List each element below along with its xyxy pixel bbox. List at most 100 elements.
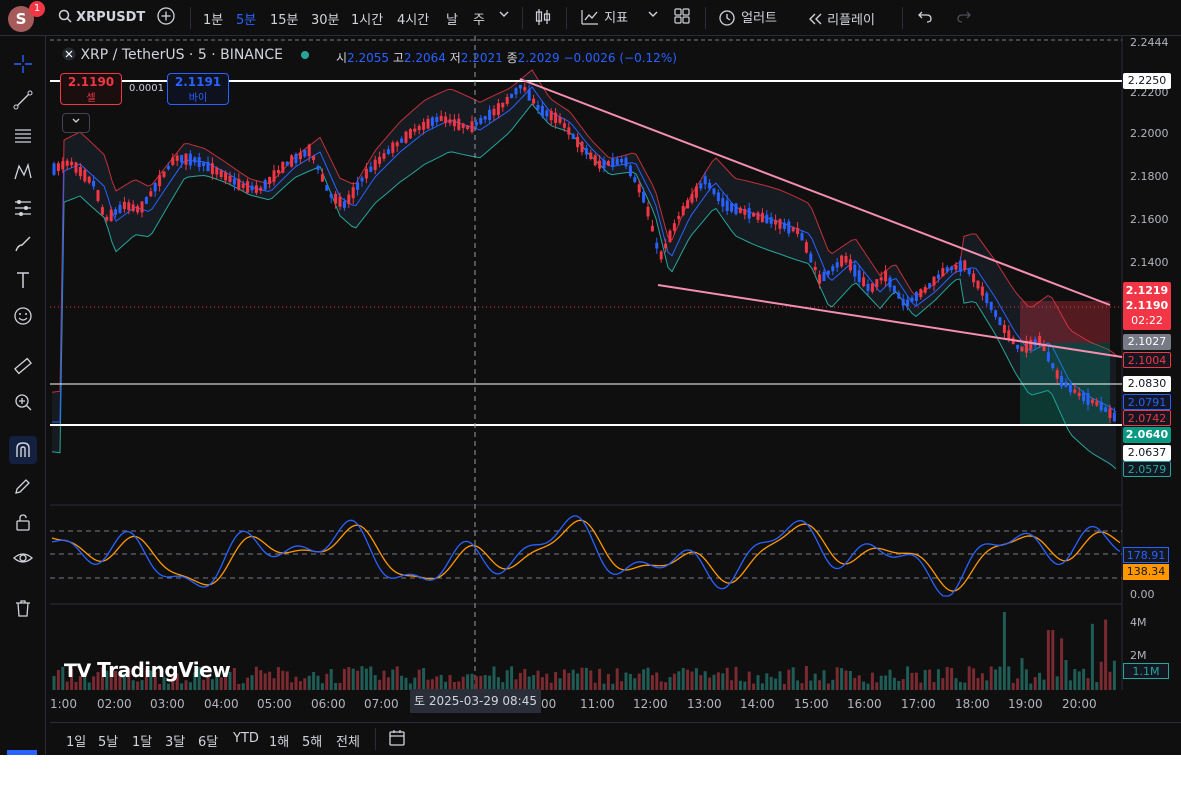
indicators-label: 지표	[604, 11, 629, 26]
interval-4h[interactable]: 4시간	[397, 13, 430, 28]
crosshair-tool[interactable]	[9, 50, 37, 78]
candle-body	[131, 204, 135, 212]
measure-tool[interactable]	[9, 352, 37, 380]
interval-dropdown[interactable]	[498, 8, 510, 24]
interval-week[interactable]: 주	[473, 13, 485, 28]
close-label: 종	[506, 51, 518, 65]
replay-button[interactable]: 리플레이	[807, 9, 875, 28]
volume-bar	[831, 679, 835, 690]
indicators-button[interactable]: 지표	[580, 7, 628, 27]
alert-button[interactable]: 얼러트	[717, 7, 777, 27]
magnet-icon	[16, 442, 30, 457]
candle-body	[650, 225, 654, 232]
symbol-search[interactable]: XRPUSDT	[58, 9, 145, 25]
legend-collapse-button[interactable]	[62, 113, 90, 133]
candle-body	[452, 119, 456, 127]
interval-5m[interactable]: 5분	[236, 13, 257, 28]
volume-bar	[822, 670, 826, 690]
entry-price-label[interactable]: 2.1027	[1123, 334, 1171, 350]
line-label-mid[interactable]: 2.0830	[1123, 376, 1171, 392]
fib-tool[interactable]	[9, 122, 37, 150]
volume-bar	[769, 676, 773, 690]
emoji-tool[interactable]	[9, 302, 37, 330]
keep-drawing-tool[interactable]	[9, 472, 37, 500]
candlestick-icon	[535, 9, 551, 25]
candle-body	[958, 260, 962, 272]
bb-basis-label: 2.0791	[1123, 394, 1171, 410]
close-value: 2.2029	[517, 51, 560, 65]
range-3m[interactable]: 3달	[165, 735, 186, 750]
zoom-tool[interactable]	[9, 388, 37, 416]
range-6m[interactable]: 6달	[198, 735, 219, 750]
volume-bar	[483, 675, 487, 690]
candle-body	[1002, 324, 1006, 333]
candle-body	[316, 166, 320, 170]
interval-15m[interactable]: 15분	[270, 13, 299, 28]
interval-1m[interactable]: 1분	[203, 13, 224, 28]
brush-tool[interactable]	[9, 230, 37, 258]
ruler-icon	[14, 357, 32, 375]
volume-bar	[369, 666, 373, 690]
magnet-tool[interactable]	[9, 436, 37, 464]
range-5y[interactable]: 5해	[302, 735, 323, 750]
goto-date-button[interactable]	[387, 728, 407, 752]
indicators-dropdown[interactable]	[647, 8, 659, 24]
candle-body	[237, 178, 241, 190]
series-title[interactable]: XRP / TetherUS · 5 · BINANCE	[80, 47, 283, 63]
candle-body	[408, 129, 412, 139]
interval-1h[interactable]: 1시간	[351, 13, 384, 28]
current-price-label[interactable]: 2.1219 2.1190 02:22	[1123, 282, 1171, 330]
chart-canvas[interactable]	[0, 36, 1181, 716]
volume-bar	[364, 668, 368, 690]
candle-body	[694, 186, 698, 198]
chart-type-button[interactable]	[533, 7, 553, 31]
candle-body	[857, 270, 861, 282]
candle-body	[1029, 339, 1033, 350]
interval-day[interactable]: 날	[446, 13, 458, 28]
candle-body	[325, 184, 329, 191]
visibility-tool[interactable]	[9, 544, 37, 572]
range-1y[interactable]: 1해	[269, 735, 290, 750]
time-tick: 11:00	[580, 697, 615, 711]
pattern-tool[interactable]	[9, 158, 37, 186]
range-ytd[interactable]: YTD	[233, 731, 259, 746]
volume-bar	[210, 679, 214, 690]
interval-30m[interactable]: 30분	[311, 13, 340, 28]
delete-tool[interactable]	[9, 594, 37, 622]
volume-bar	[395, 666, 399, 690]
volume-bar	[422, 668, 426, 690]
undo-icon	[918, 11, 932, 23]
volume-bar	[457, 681, 461, 690]
range-all[interactable]: 전체	[336, 735, 360, 750]
compare-button[interactable]	[156, 6, 176, 30]
candle-body	[686, 200, 690, 209]
candle-body	[620, 158, 624, 163]
undo-button[interactable]	[917, 9, 933, 29]
trend-line-tool[interactable]	[9, 86, 37, 114]
candle-body	[492, 108, 496, 116]
volume-bar	[523, 669, 527, 690]
candle-body	[329, 193, 333, 198]
volume-bar	[430, 679, 434, 690]
buy-button[interactable]: 2.1191 바이	[167, 73, 229, 105]
volume-bar	[479, 675, 483, 690]
redo-button[interactable]	[956, 9, 972, 29]
line-label-lower[interactable]: 2.0637	[1123, 445, 1171, 461]
tradingview-watermark[interactable]: 𝗧𝗩 TradingView	[64, 658, 231, 682]
lock-tool[interactable]	[9, 508, 37, 536]
candle-body	[338, 196, 342, 207]
volume-bar	[281, 670, 285, 690]
volume-bar	[232, 667, 236, 690]
layouts-button[interactable]	[673, 7, 691, 29]
range-1m[interactable]: 1달	[132, 735, 153, 750]
target-price-label[interactable]: 2.0640	[1123, 427, 1171, 443]
range-5d[interactable]: 5날	[98, 735, 119, 750]
text-tool[interactable]	[9, 266, 37, 294]
candle-body	[980, 286, 984, 296]
candle-body	[166, 166, 170, 170]
range-1d[interactable]: 1일	[66, 735, 87, 750]
line-label-upper[interactable]: 2.2250	[1123, 73, 1171, 89]
forecast-tool[interactable]	[9, 194, 37, 222]
volume-bar	[897, 680, 901, 690]
sell-button[interactable]: 2.1190 셀	[60, 73, 122, 105]
